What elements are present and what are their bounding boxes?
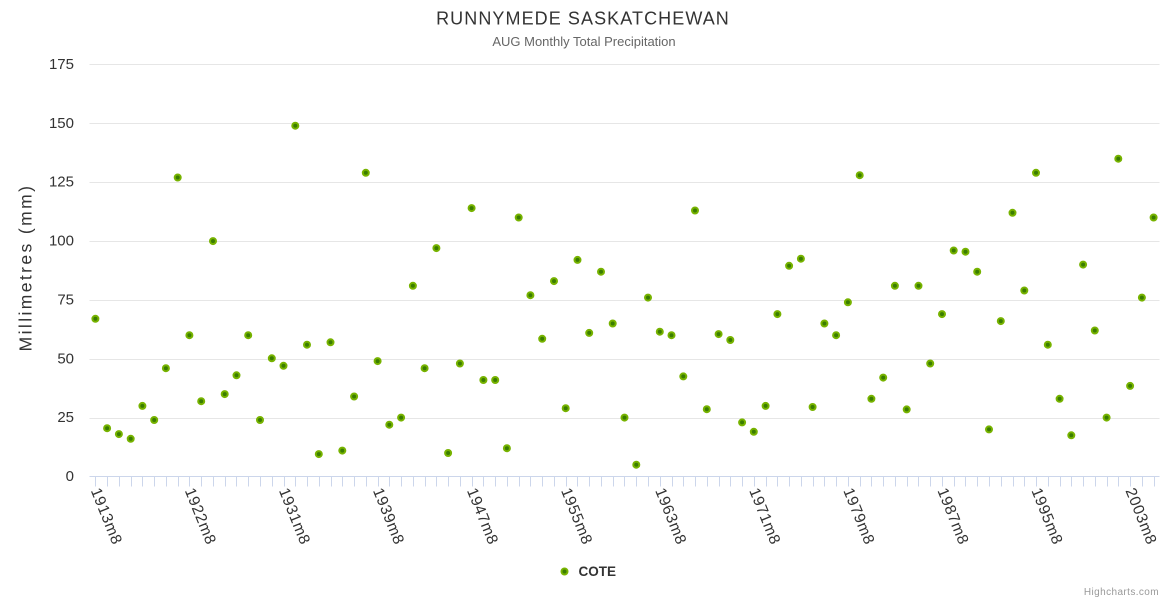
- svg-text:Highcharts.com: Highcharts.com: [1084, 587, 1159, 598]
- svg-text:AUG Monthly Total Precipitatio: AUG Monthly Total Precipitation: [492, 34, 675, 49]
- svg-text:0: 0: [66, 468, 74, 485]
- svg-text:50: 50: [57, 350, 74, 367]
- svg-text:RUNNYMEDE SASKATCHEWAN: RUNNYMEDE SASKATCHEWAN: [436, 9, 730, 29]
- svg-text:125: 125: [49, 174, 74, 191]
- svg-text:Millimetres (mm): Millimetres (mm): [16, 184, 36, 352]
- svg-text:COTE: COTE: [579, 564, 617, 579]
- svg-text:25: 25: [57, 409, 74, 426]
- svg-text:75: 75: [57, 291, 74, 308]
- svg-text:100: 100: [49, 233, 74, 250]
- svg-text:150: 150: [49, 115, 74, 132]
- svg-text:175: 175: [49, 56, 74, 73]
